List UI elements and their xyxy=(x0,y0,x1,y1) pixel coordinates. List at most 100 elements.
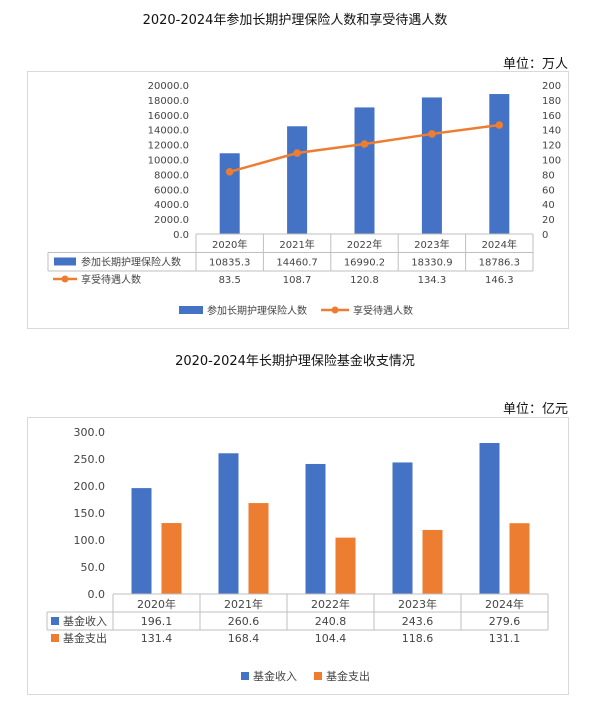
data-label: 131.1 xyxy=(489,632,521,645)
legend-label: 基金收入 xyxy=(253,669,297,683)
data-label: 240.8 xyxy=(315,615,347,628)
legend-label: 参加长期护理保险人数 xyxy=(207,304,307,317)
bar xyxy=(131,488,152,594)
line-point xyxy=(225,167,234,176)
y2-tick-label: 200 xyxy=(542,81,561,92)
bar xyxy=(161,523,182,594)
bar xyxy=(489,94,510,234)
y-tick-label: 100.0 xyxy=(74,534,106,547)
y-tick-label: 16000.0 xyxy=(148,111,189,122)
chart2-plot: 0.0 50.0 100.0 150.0 200.0 250.0 300.0 2020年 202… xyxy=(46,426,549,683)
y-tick-label: 200.0 xyxy=(74,480,106,493)
table-series-label: 享受待遇人数 xyxy=(81,273,141,286)
bar xyxy=(422,529,443,594)
chart2-unit-label: 单位：亿元 xyxy=(502,402,568,417)
y2-tick-label: 180 xyxy=(542,96,561,107)
data-label: 83.5 xyxy=(219,275,241,286)
y-tick-label: 0.0 xyxy=(88,588,106,601)
legend-swatch xyxy=(51,634,59,642)
legend-swatch-marker xyxy=(331,306,339,314)
x-tick-label: 2022年 xyxy=(347,238,382,251)
data-label: 120.8 xyxy=(350,275,379,286)
legend-swatch xyxy=(314,672,322,680)
y2-tick-label: 0 xyxy=(542,230,548,241)
y-tick-label: 8000.0 xyxy=(154,170,189,181)
data-label: 18786.3 xyxy=(479,258,520,269)
y2-tick-label: 40 xyxy=(542,200,555,211)
y-tick-label: 150.0 xyxy=(74,507,106,520)
bar xyxy=(421,97,442,234)
table-series-label: 基金收入 xyxy=(63,614,107,628)
bar xyxy=(509,523,530,594)
y2-tick-label: 140 xyxy=(542,126,561,137)
table-series-label: 基金支出 xyxy=(63,631,107,645)
y2-tick-label: 100 xyxy=(542,156,561,167)
line-point xyxy=(495,121,504,129)
bar xyxy=(479,443,500,594)
y2-tick-label: 60 xyxy=(542,185,555,196)
bar xyxy=(335,537,356,594)
legend-swatch xyxy=(51,617,59,625)
line-point xyxy=(360,140,369,148)
x-tick-label: 2023年 xyxy=(398,597,437,611)
x-tick-label: 2023年 xyxy=(414,238,449,251)
y2-tick-label: 160 xyxy=(542,111,561,122)
bar xyxy=(305,463,326,594)
chart1-plot: 0.0 2000.0 4000.0 6000.0 8000.0 10000.0 12000.… xyxy=(47,81,561,317)
line-point xyxy=(293,149,301,157)
data-label: 16990.2 xyxy=(344,258,385,269)
y-tick-label: 4000.0 xyxy=(154,200,189,211)
x-tick-label: 2024年 xyxy=(482,238,517,251)
y2-tick-label: 20 xyxy=(542,215,555,226)
data-label: 104.4 xyxy=(315,632,347,645)
data-label: 168.4 xyxy=(228,632,260,645)
data-label: 18330.9 xyxy=(411,258,452,269)
table-series-label: 参加长期护理保险人数 xyxy=(81,256,181,269)
y2-tick-label: 80 xyxy=(542,170,555,181)
y-tick-label: 14000.0 xyxy=(148,126,189,137)
x-tick-label: 2021年 xyxy=(279,238,314,251)
y-tick-label: 0.0 xyxy=(173,230,189,241)
x-tick-label: 2020年 xyxy=(212,238,247,251)
data-label: 243.6 xyxy=(402,615,434,628)
data-label: 279.6 xyxy=(489,615,521,628)
bar xyxy=(248,503,269,594)
y-tick-label: 300.0 xyxy=(74,426,106,439)
bar xyxy=(287,126,308,234)
bar xyxy=(218,453,239,594)
y2-tick-label: 120 xyxy=(542,141,561,152)
line-point xyxy=(428,130,436,138)
y-tick-label: 50.0 xyxy=(81,561,106,574)
legend-swatch-bar xyxy=(179,306,203,314)
y-tick-label: 12000.0 xyxy=(148,141,189,152)
data-label: 146.3 xyxy=(485,275,514,286)
legend-swatch xyxy=(241,672,249,680)
x-tick-label: 2024年 xyxy=(485,597,524,611)
legend-swatch-bar xyxy=(54,257,76,266)
legend-swatch-marker xyxy=(61,275,69,283)
data-label: 10835.3 xyxy=(209,258,250,269)
data-label: 118.6 xyxy=(402,632,434,645)
bar xyxy=(219,153,240,234)
y-tick-label: 18000.0 xyxy=(148,96,189,107)
chart2-title: 2020-2024年长期护理保险基金收支情况 xyxy=(175,354,415,369)
legend-label: 基金支出 xyxy=(326,669,370,683)
y-tick-label: 20000.0 xyxy=(148,81,189,92)
y-tick-label: 10000.0 xyxy=(148,156,189,167)
data-label: 108.7 xyxy=(283,275,312,286)
y-tick-label: 250.0 xyxy=(74,453,106,466)
data-label: 134.3 xyxy=(418,275,447,286)
data-label: 260.6 xyxy=(228,615,260,628)
data-label: 14460.7 xyxy=(276,258,317,269)
data-label: 196.1 xyxy=(141,615,173,628)
x-tick-label: 2021年 xyxy=(224,597,263,611)
bar xyxy=(392,462,413,594)
x-tick-label: 2022年 xyxy=(311,597,350,611)
legend-label: 享受待遇人数 xyxy=(353,304,413,317)
x-tick-label: 2020年 xyxy=(137,597,176,611)
bar xyxy=(354,107,375,234)
chart1-frame: 0.0 2000.0 4000.0 6000.0 8000.0 10000.0 12000.… xyxy=(27,71,569,329)
y-tick-label: 6000.0 xyxy=(154,185,189,196)
data-label: 131.4 xyxy=(141,632,173,645)
chart1-title: 2020-2024年参加长期护理保险人数和享受待遇人数 xyxy=(142,13,448,28)
